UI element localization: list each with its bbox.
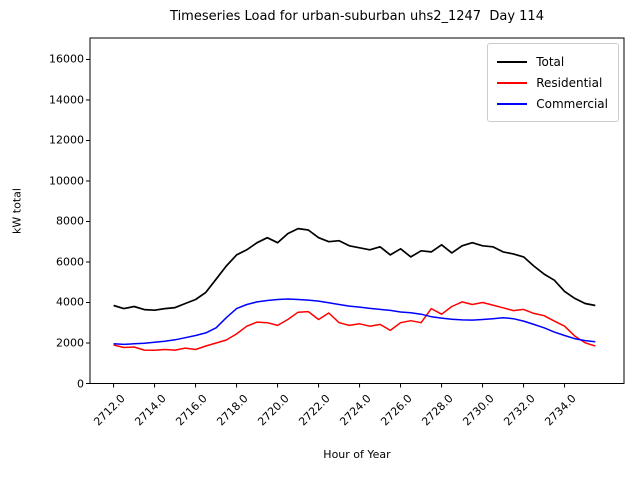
legend-label-total: Total xyxy=(536,54,565,69)
y-tick-label: 4000 xyxy=(56,295,84,309)
commercial-series-line xyxy=(113,298,596,346)
y-tick-label: 16000 xyxy=(49,52,84,66)
y-tick-label: 2000 xyxy=(56,336,84,350)
legend-item-total: Total xyxy=(497,51,608,72)
plot-border xyxy=(89,37,625,384)
y-tick-label: 6000 xyxy=(56,255,84,269)
legend-swatch-residential xyxy=(497,81,528,84)
legend-label-residential: Residential xyxy=(536,75,603,90)
residential-series-line xyxy=(113,301,596,352)
chart-title: Timeseries Load for urban-suburban uhs2_… xyxy=(170,9,544,24)
x-axis-title: Hour of Year xyxy=(323,448,391,461)
y-tick-label: 10000 xyxy=(49,174,84,188)
legend: Total Residential Commercial xyxy=(487,43,619,122)
y-tick-label: 8000 xyxy=(56,214,84,228)
legend-item-residential: Residential xyxy=(497,72,608,93)
legend-label-commercial: Commercial xyxy=(536,96,608,111)
legend-swatch-commercial xyxy=(497,102,528,105)
legend-item-commercial: Commercial xyxy=(497,93,608,114)
legend-swatch-total xyxy=(497,60,528,63)
y-tick-label: 12000 xyxy=(49,133,84,147)
total-series-line xyxy=(113,227,596,312)
y-tick-label: 14000 xyxy=(49,93,84,107)
y-tick-label: 0 xyxy=(77,377,84,390)
